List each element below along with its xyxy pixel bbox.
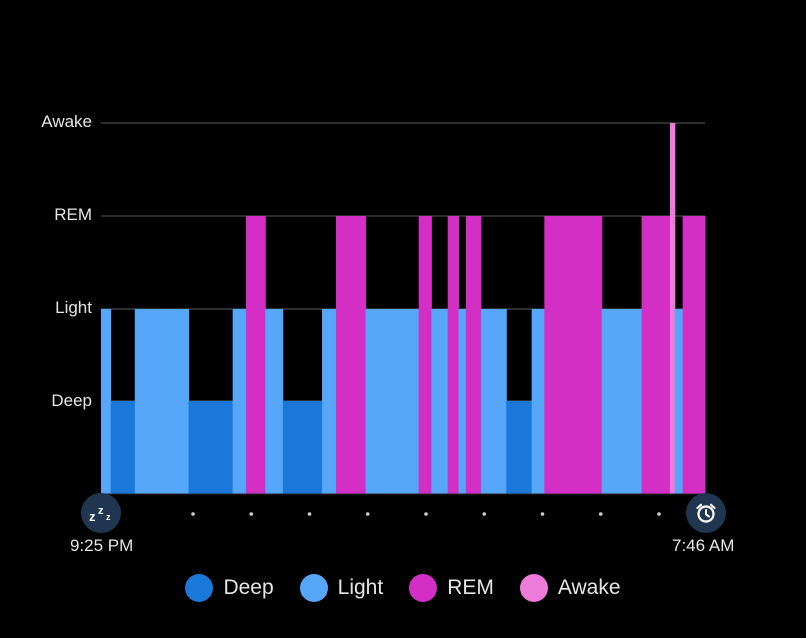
segment-light-20 <box>601 309 643 494</box>
segment-rem-9 <box>335 216 367 494</box>
svg-text:z: z <box>98 505 104 517</box>
segment-deep-3 <box>188 401 234 494</box>
segment-rem-11 <box>418 216 432 494</box>
segment-light-10 <box>365 309 420 494</box>
legend-item-light: Light <box>299 574 384 602</box>
sleep-start-icon: z z z <box>81 493 121 533</box>
segment-light-14 <box>458 309 467 494</box>
x-tick-dot <box>307 512 312 516</box>
svg-text:z: z <box>106 512 111 522</box>
segment-rem-5 <box>245 216 266 494</box>
legend-label-awake: Awake <box>557 576 621 599</box>
y-label-light: Light <box>55 298 92 317</box>
segment-rem-13 <box>447 216 460 494</box>
segment-rem-24 <box>682 216 706 494</box>
x-tick-dot <box>482 512 487 516</box>
start-time-label: 9:25 PM <box>70 536 134 555</box>
segment-rem-19 <box>544 216 603 494</box>
segment-deep-7 <box>282 401 323 494</box>
x-tick-dot <box>424 512 428 516</box>
y-label-deep: Deep <box>51 391 92 410</box>
legend-swatch-light <box>299 574 328 602</box>
legend-swatch-deep <box>185 574 214 602</box>
legend-item-deep: Deep <box>185 574 274 602</box>
segment-light-0 <box>101 309 112 494</box>
segment-light-6 <box>265 309 284 494</box>
x-tick-dot <box>598 512 603 516</box>
x-tick-dot <box>540 512 545 516</box>
segment-rem-21 <box>641 216 671 494</box>
legend: Deep Light REM Awake <box>0 574 806 602</box>
x-tick-dot <box>657 512 661 516</box>
legend-label-deep: Deep <box>223 576 274 599</box>
segment-rem-15 <box>465 216 482 494</box>
alarm-clock-icon <box>686 493 726 533</box>
legend-label-rem: REM <box>447 576 494 599</box>
segment-light-12 <box>431 309 449 494</box>
legend-swatch-awake <box>519 574 548 602</box>
y-label-awake: Awake <box>41 112 92 131</box>
legend-item-rem: REM <box>409 574 494 602</box>
segment-awake-22 <box>669 123 676 494</box>
segment-deep-17 <box>506 401 533 494</box>
segment-light-8 <box>322 309 337 494</box>
legend-label-light: Light <box>337 576 384 599</box>
legend-swatch-rem <box>409 574 438 602</box>
x-tick-dot <box>249 512 254 516</box>
segment-light-23 <box>674 309 684 494</box>
segment-deep-1 <box>110 401 136 494</box>
segment-light-18 <box>531 309 545 494</box>
segment-light-2 <box>134 309 190 494</box>
y-label-rem: REM <box>54 205 92 224</box>
segment-light-16 <box>480 309 507 494</box>
x-tick-dot <box>191 512 195 516</box>
segment-light-4 <box>232 309 247 494</box>
legend-item-awake: Awake <box>519 574 621 602</box>
x-tick-dot <box>365 512 370 516</box>
end-time-label: 7:46 AM <box>672 536 735 555</box>
svg-text:z: z <box>89 509 96 524</box>
